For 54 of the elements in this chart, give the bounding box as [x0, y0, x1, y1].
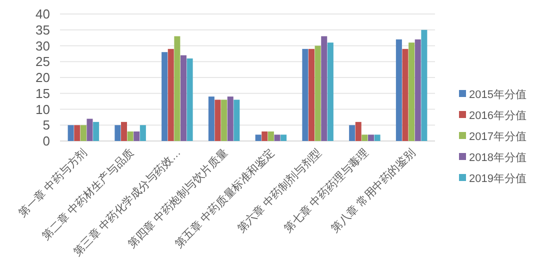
bar [214, 100, 221, 141]
y-tick-label: 5 [42, 118, 50, 133]
bar [227, 96, 234, 141]
bar [414, 39, 421, 141]
bar [114, 125, 121, 141]
bar [93, 122, 100, 141]
bar [140, 125, 146, 141]
y-tick-label: 30 [36, 38, 50, 54]
bar [349, 125, 356, 141]
bar [314, 46, 321, 141]
bar [68, 125, 74, 141]
y-tick-label: 35 [36, 22, 50, 38]
bar [302, 48, 308, 141]
bar [208, 96, 214, 141]
bar [74, 125, 80, 141]
bar [134, 131, 140, 141]
bar [255, 134, 262, 141]
bar [268, 131, 274, 141]
bar [221, 100, 228, 141]
bar [180, 55, 186, 141]
bar [168, 48, 174, 141]
bar [280, 134, 287, 141]
bar [80, 125, 86, 141]
y-tick-label: 0 [42, 134, 50, 149]
y-tick-label: 20 [36, 70, 50, 86]
bar [402, 48, 408, 141]
bar [121, 122, 127, 141]
y-tick-label: 25 [36, 54, 50, 70]
bar [274, 134, 280, 141]
bar [262, 131, 268, 141]
bar [308, 48, 314, 141]
bar [327, 42, 334, 141]
bar [86, 118, 93, 141]
legend-label: 2018年分值 [469, 152, 526, 164]
bar [174, 36, 180, 141]
legend-label: 2016年分值 [469, 110, 526, 122]
y-tick-label: 15 [36, 86, 50, 101]
bar [362, 134, 368, 141]
y-tick-label: 10 [36, 102, 50, 117]
bar [321, 36, 328, 141]
bar [374, 134, 380, 141]
bar [396, 39, 402, 141]
bar [368, 134, 374, 141]
legend-label: 2019年分值 [469, 172, 526, 185]
legend-label: 2017年分值 [469, 130, 526, 143]
bar [186, 58, 193, 141]
bar [127, 131, 134, 141]
bar [162, 52, 168, 141]
bar [234, 100, 240, 141]
y-tick-label: 40 [36, 6, 50, 22]
bar [408, 42, 415, 141]
legend-label: 2015年分值 [469, 88, 526, 101]
bar [355, 122, 362, 141]
bar [421, 30, 428, 141]
